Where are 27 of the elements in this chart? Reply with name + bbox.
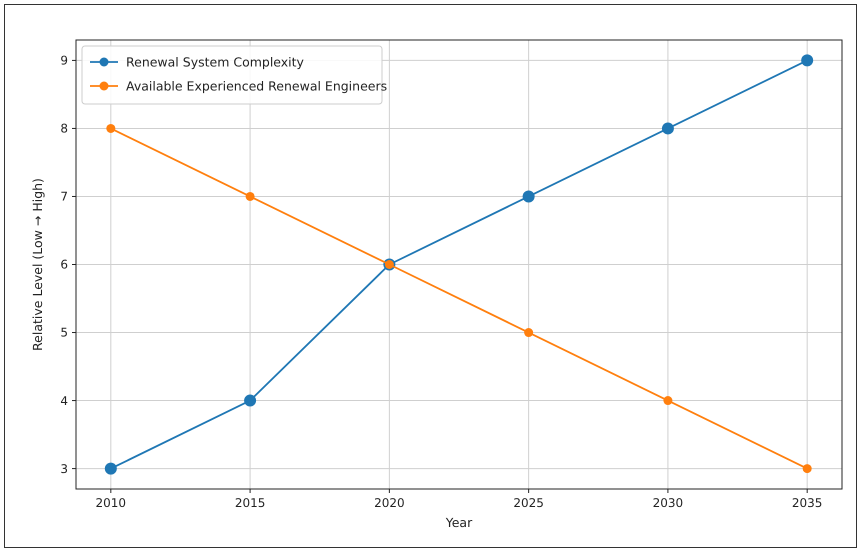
y-tick-label: 6 bbox=[60, 258, 68, 272]
x-tick-label: 2010 bbox=[96, 496, 126, 510]
x-tick-label: 2025 bbox=[513, 496, 544, 510]
y-tick-label: 9 bbox=[60, 54, 68, 68]
point bbox=[106, 124, 116, 133]
legend-label: Renewal System Complexity bbox=[126, 54, 305, 70]
point bbox=[524, 328, 534, 338]
y-axis-title: Relative Level (Low → High) bbox=[30, 178, 45, 351]
x-axis-title: Year bbox=[444, 515, 474, 530]
y-tick-label: 8 bbox=[60, 122, 68, 136]
point bbox=[802, 464, 812, 474]
x-tick-label: 2035 bbox=[792, 496, 822, 510]
x-tick-label: 2015 bbox=[234, 496, 266, 510]
y-tick-label: 3 bbox=[60, 462, 68, 476]
point bbox=[663, 396, 672, 406]
point bbox=[662, 122, 674, 134]
legend-label: Available Experienced Renewal Engineers bbox=[126, 78, 388, 94]
y-tick-label: 7 bbox=[60, 190, 68, 204]
point bbox=[801, 54, 814, 66]
point bbox=[244, 394, 256, 407]
point bbox=[522, 190, 535, 202]
y-tick-label: 5 bbox=[60, 326, 68, 340]
y-tick-label: 4 bbox=[60, 394, 68, 408]
point bbox=[246, 192, 255, 201]
x-tick-label: 2030 bbox=[652, 496, 684, 510]
point bbox=[104, 462, 117, 475]
x-tick-label: 2020 bbox=[374, 496, 405, 510]
